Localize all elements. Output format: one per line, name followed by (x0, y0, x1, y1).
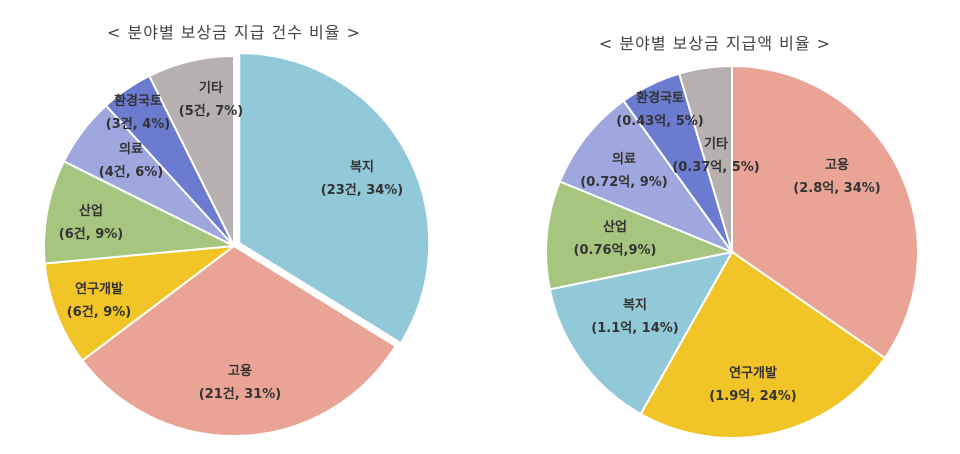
slice-label-name: 기타 (704, 136, 728, 152)
slice-label-value: (0.37억, 5%) (672, 160, 759, 175)
pie-slice-고용 (80, 244, 397, 437)
slice-label-value: (5건, 7%) (179, 103, 243, 119)
slice-label-name: 고용 (228, 363, 252, 379)
pie-slice-연구개발 (639, 250, 887, 439)
slice-label-value: (6건, 9%) (67, 304, 131, 320)
slice-label-name: 연구개발 (729, 365, 777, 381)
slice-label-value: (1.1억, 14%) (591, 321, 678, 336)
slice-label-value: (0.43억, 5%) (616, 114, 703, 129)
slice-label-name: 환경국토 (636, 90, 684, 106)
slice-label-value: (23건, 34%) (321, 182, 404, 198)
slice-label-name: 기타 (199, 80, 223, 96)
slice-label-name: 산업 (79, 203, 103, 219)
pie-slice-연구개발 (43, 244, 238, 362)
pie-slice-산업 (43, 159, 238, 265)
slice-label-value: (6건, 9%) (59, 226, 123, 242)
chart-title: < 분야별 보상금 지급액 비율 > (598, 34, 832, 53)
pie-slice-고용 (731, 64, 919, 360)
slice-label-name: 의료 (612, 151, 636, 167)
slice-label-name: 의료 (119, 141, 143, 157)
amount-pie-svg: 고용 (2.8억, 34%) 연구개발 (1.9억, 24%) 복지 (1.1억, 14%… (545, 64, 919, 439)
pie-slice-산업 (545, 180, 736, 291)
slice-label-value: (0.72억, 9%) (580, 175, 667, 190)
slice-label-value: (21건, 31%) (199, 386, 282, 402)
chart-title: < 분야별 보상금 지급 건수 비율 > (107, 23, 361, 42)
slice-label-name: 고용 (825, 157, 849, 173)
slice-label-name: 산업 (603, 219, 627, 235)
pie-slice-복지 (548, 250, 734, 416)
pie-slice-복지 (238, 52, 431, 345)
count-pie-svg: 복지 (23건, 34%) 고용 (21건, 31%) 연구개발 (6건, 9%) 산업 (6… (43, 52, 431, 437)
slice-label-value: (4건, 6%) (99, 164, 163, 180)
slice-label-name: 연구개발 (75, 281, 123, 297)
slice-label-value: (0.76억,9%) (574, 243, 657, 258)
slice-label-name: 복지 (350, 160, 374, 175)
count-pie-chart: < 분야별 보상금 지급 건수 비율 > 복지 (23건, 34%) 고용 (21건,… (43, 23, 431, 437)
slice-label-name: 복지 (623, 298, 647, 313)
amount-pie-chart: < 분야별 보상금 지급액 비율 > 고용 (2.8억, 34%) 연구개발 (1.9… (480, 0, 960, 454)
pie-slice-기타 (677, 64, 733, 253)
slice-label-name: 환경국토 (114, 93, 162, 109)
slice-label-value: (2.8억, 34%) (793, 181, 880, 196)
pie-slice-기타 (147, 54, 235, 247)
slice-label-value: (3건, 4%) (106, 116, 170, 132)
pie-slice-의료 (558, 99, 735, 255)
slice-label-value: (1.9억, 24%) (709, 389, 796, 404)
